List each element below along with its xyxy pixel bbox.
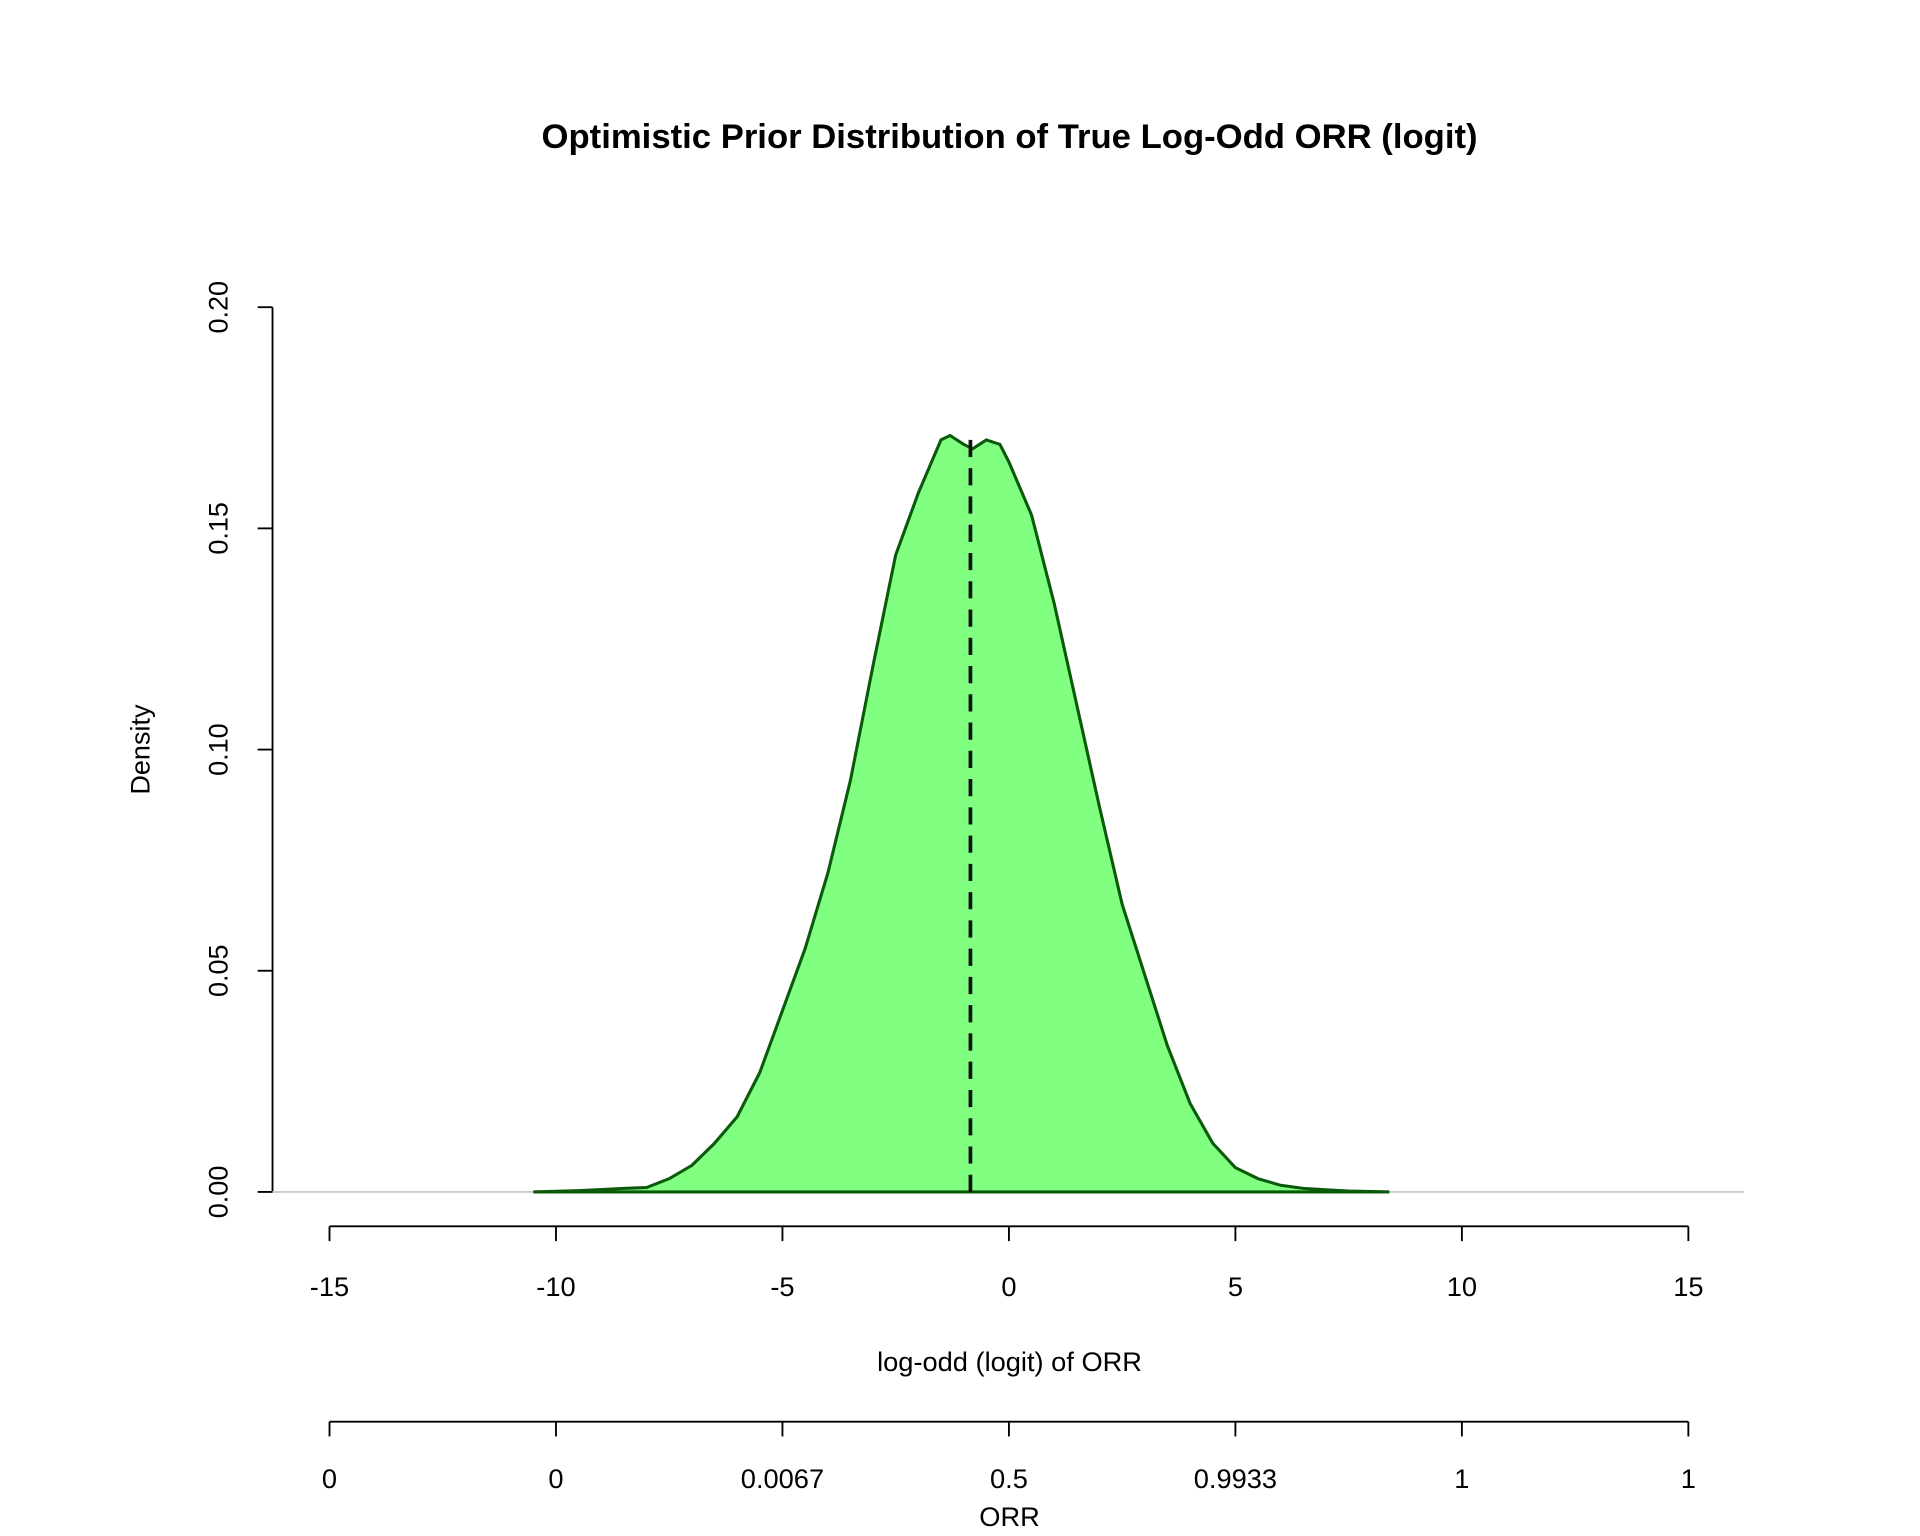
x-tick-label: 5 bbox=[1228, 1271, 1243, 1302]
y-tick-label: 0.00 bbox=[203, 1166, 234, 1219]
x2-tick-label: 1 bbox=[1454, 1463, 1469, 1494]
x2-tick-label: 0.9933 bbox=[1194, 1463, 1277, 1494]
y-tick-label: 0.10 bbox=[203, 723, 234, 776]
x2-tick-label: 1 bbox=[1681, 1463, 1696, 1494]
y-tick-label: 0.05 bbox=[203, 944, 234, 997]
y-axis-label: Density bbox=[125, 704, 156, 795]
x2-tick-label: 0.5 bbox=[990, 1463, 1028, 1494]
x2-tick-label: 0 bbox=[322, 1463, 337, 1494]
y-tick-label: 0.15 bbox=[203, 502, 234, 555]
x-tick-label: 10 bbox=[1447, 1271, 1477, 1302]
x2-tick-label: 0 bbox=[548, 1463, 563, 1494]
x2-axis-label: ORR bbox=[979, 1501, 1040, 1532]
x-tick-label: 0 bbox=[1001, 1271, 1016, 1302]
x-tick-label: -15 bbox=[310, 1271, 349, 1302]
x-tick-label: 15 bbox=[1673, 1271, 1703, 1302]
density-area bbox=[533, 433, 1390, 1194]
chart-title: Optimistic Prior Distribution of True Lo… bbox=[542, 118, 1478, 156]
y-tick-label: 0.20 bbox=[203, 281, 234, 334]
x-tick-label: -5 bbox=[770, 1271, 794, 1302]
x-tick-label: -10 bbox=[536, 1271, 575, 1302]
x-axis-label: log-odd (logit) of ORR bbox=[877, 1346, 1142, 1377]
x2-tick-label: 0.0067 bbox=[741, 1463, 824, 1494]
